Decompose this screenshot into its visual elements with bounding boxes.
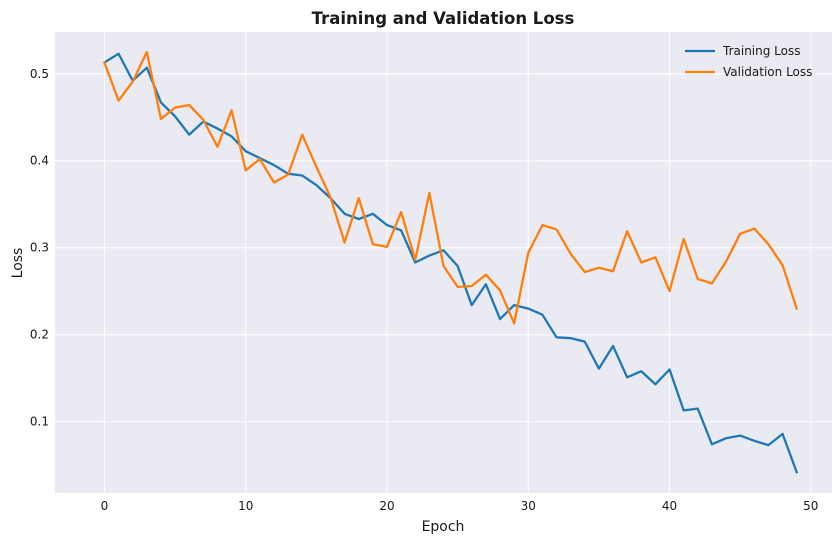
y-tick-label: 0.1 <box>30 415 49 429</box>
legend-label-validation-loss: Validation Loss <box>723 65 812 79</box>
x-axis-label: Epoch <box>422 519 465 535</box>
legend: Training Loss Validation Loss <box>685 44 812 79</box>
x-tick-label: 30 <box>521 499 536 513</box>
y-tick-label: 0.5 <box>30 67 49 81</box>
x-tick-label: 50 <box>803 499 818 513</box>
series-lines <box>102 50 799 474</box>
x-ticks: 0 10 20 30 40 50 <box>101 499 819 513</box>
x-tick-label: 0 <box>101 499 109 513</box>
x-tick-label: 10 <box>238 499 253 513</box>
x-tick-label: 20 <box>379 499 394 513</box>
x-tick-label: 40 <box>662 499 677 513</box>
y-tick-label: 0.3 <box>30 241 49 255</box>
y-tick-label: 0.2 <box>30 328 49 342</box>
y-ticks: 0.1 0.2 0.3 0.4 0.5 <box>30 67 49 429</box>
validation-loss-line <box>102 50 799 325</box>
y-tick-label: 0.4 <box>30 154 49 168</box>
y-axis-label: Loss <box>10 248 26 279</box>
legend-label-training-loss: Training Loss <box>722 44 800 58</box>
chart-title: Training and Validation Loss <box>312 9 575 28</box>
training-loss-line <box>102 52 799 474</box>
